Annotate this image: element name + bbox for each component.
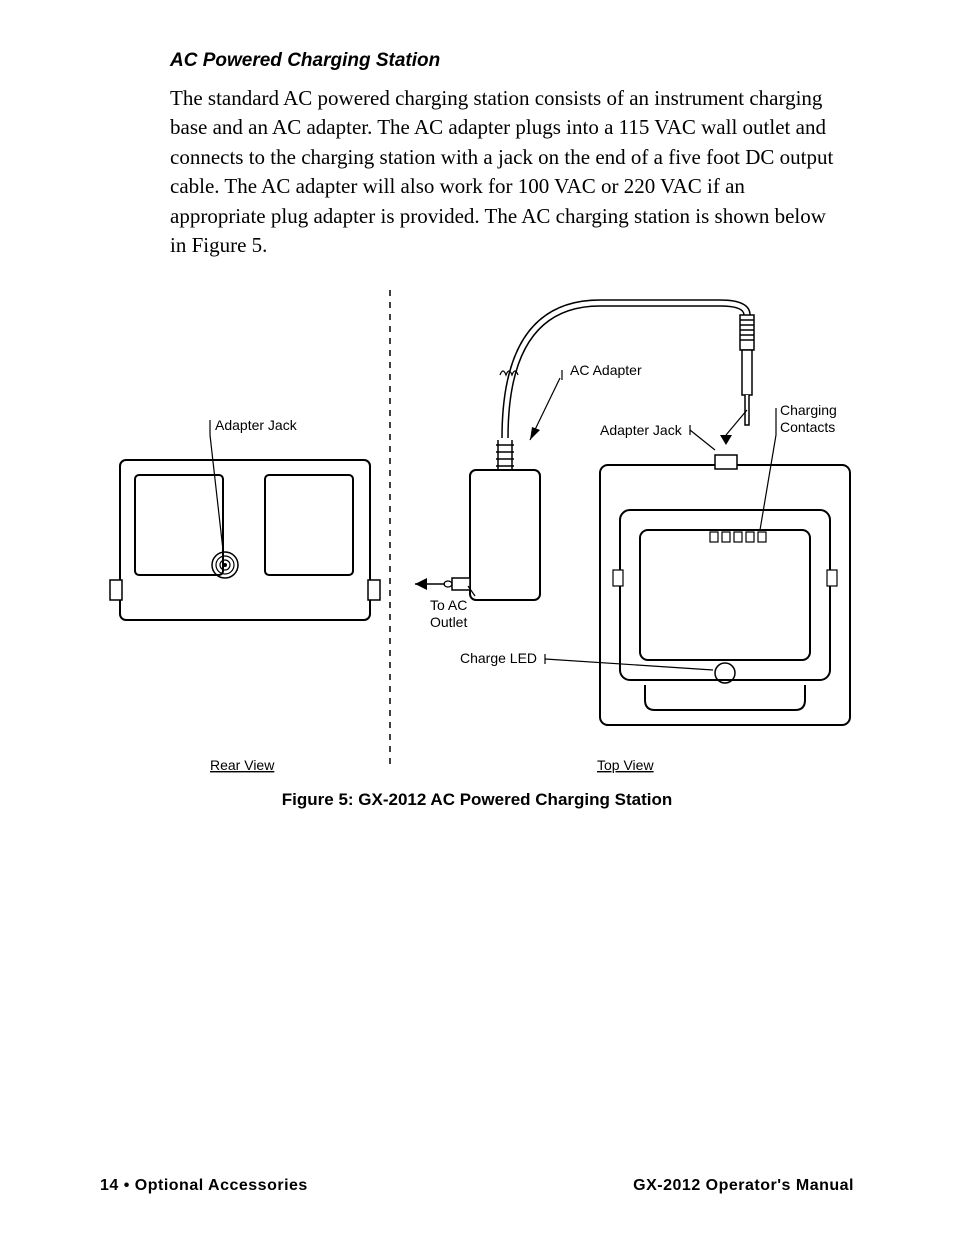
footer-right: GX-2012 Operator's Manual [633, 1177, 854, 1195]
label-charging-contacts-2: Contacts [780, 419, 835, 435]
label-top-view: Top View [597, 757, 654, 773]
label-adapter-jack-left: Adapter Jack [215, 417, 298, 433]
label-charging-contacts-1: Charging [780, 402, 837, 418]
label-ac-adapter: AC Adapter [570, 362, 642, 378]
charging-station-diagram: Adapter Jack Rear View [100, 280, 860, 780]
label-rear-view: Rear View [210, 757, 275, 773]
label-to-ac-2: Outlet [430, 614, 467, 630]
figure-caption: Figure 5: GX-2012 AC Powered Charging St… [100, 790, 854, 810]
label-charge-led: Charge LED [460, 650, 537, 666]
figure-5: Adapter Jack Rear View [100, 280, 860, 780]
body-paragraph: The standard AC powered charging station… [170, 84, 844, 260]
label-to-ac-1: To AC [430, 597, 467, 613]
page-footer: 14 • Optional Accessories GX-2012 Operat… [100, 1177, 854, 1195]
footer-left: 14 • Optional Accessories [100, 1177, 308, 1195]
section-heading: AC Powered Charging Station [170, 50, 854, 72]
label-adapter-jack-right: Adapter Jack [600, 422, 683, 438]
